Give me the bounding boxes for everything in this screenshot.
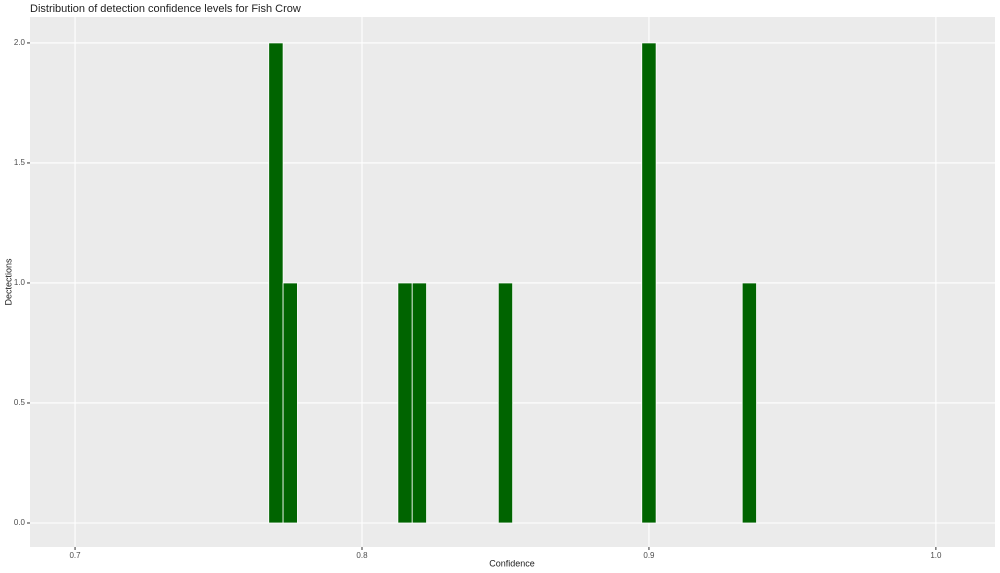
x-tick-label: 0.8 [356,551,368,560]
x-tick-label: 0.9 [643,551,655,560]
x-tick-label: 0.7 [69,551,81,560]
bar [397,282,413,524]
y-tick-label: 1.0 [14,278,26,287]
chart-title: Distribution of detection confidence lev… [30,3,301,15]
y-tick-label: 0.5 [14,398,26,407]
x-axis-label: Confidence [489,558,535,568]
y-tick-label: 1.5 [14,158,26,167]
x-tick-label: 1.0 [930,551,942,560]
y-tick-label: 2.0 [14,38,26,47]
bar [741,282,757,524]
bar [282,282,298,524]
bar [268,42,284,524]
bar [411,282,427,524]
bar [497,282,514,524]
bar [641,42,657,524]
y-tick-label: 0.0 [14,518,26,527]
y-axis-label: Dectections [3,258,13,306]
